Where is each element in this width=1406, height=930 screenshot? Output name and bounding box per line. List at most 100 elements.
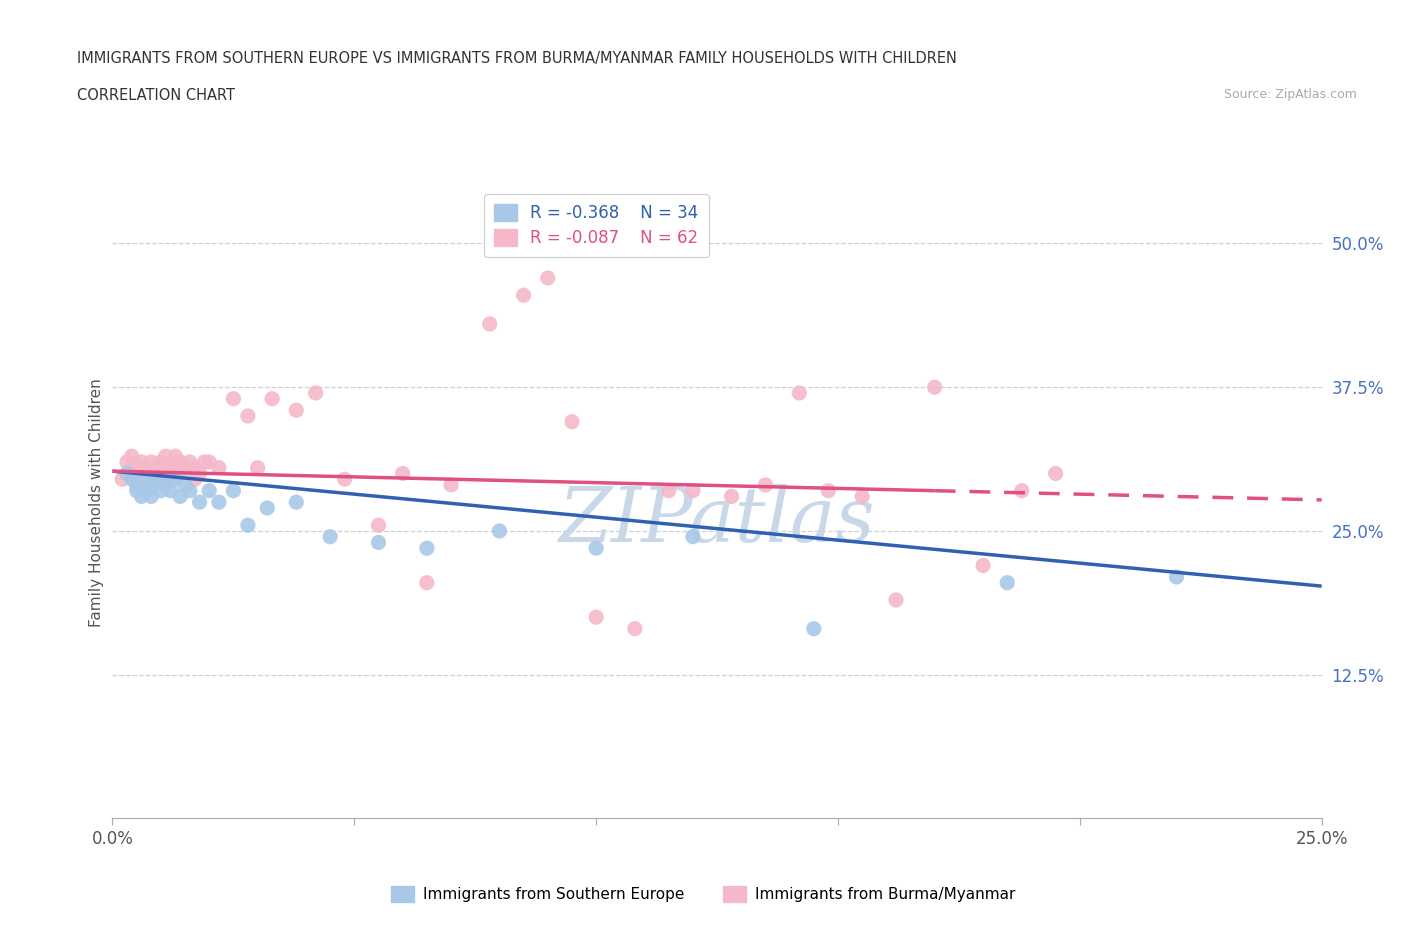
Point: [159, 472, 181, 486]
Point: [159, 460, 181, 475]
Point: [131, 489, 153, 504]
Point: [115, 466, 138, 481]
Point: [682, 529, 704, 544]
Point: [145, 472, 167, 486]
Point: [121, 472, 143, 486]
Point: [198, 455, 221, 470]
Point: [1011, 484, 1033, 498]
Point: [141, 477, 163, 492]
Point: [416, 576, 439, 591]
Point: [183, 460, 205, 475]
Point: [198, 484, 221, 498]
Point: [155, 466, 177, 481]
Point: [155, 477, 177, 492]
Point: [125, 472, 148, 486]
Point: [682, 484, 704, 498]
Point: [125, 484, 148, 498]
Point: [174, 477, 197, 492]
Point: [304, 386, 326, 401]
Point: [787, 386, 810, 401]
Point: [256, 500, 278, 515]
Point: [754, 477, 776, 492]
Point: [125, 460, 148, 475]
Point: [135, 472, 157, 486]
Point: [111, 472, 134, 486]
Point: [512, 287, 534, 302]
Point: [193, 455, 215, 470]
Point: [188, 466, 211, 481]
Point: [165, 460, 187, 475]
Point: [149, 455, 172, 470]
Point: [145, 472, 167, 486]
Point: [972, 558, 994, 573]
Point: [121, 449, 143, 464]
Point: [333, 472, 356, 486]
Point: [416, 540, 439, 555]
Point: [236, 408, 259, 423]
Point: [115, 466, 138, 481]
Point: [188, 495, 211, 510]
Point: [236, 518, 259, 533]
Point: [165, 449, 187, 464]
Point: [208, 460, 231, 475]
Point: [478, 316, 501, 331]
Point: [624, 621, 647, 636]
Point: [246, 460, 269, 475]
Point: [165, 472, 187, 486]
Point: [183, 472, 205, 486]
Point: [285, 495, 308, 510]
Point: [803, 621, 825, 636]
Point: [141, 466, 163, 481]
Point: [995, 576, 1018, 591]
Point: [367, 535, 389, 550]
Point: [222, 484, 245, 498]
Point: [121, 460, 143, 475]
Point: [924, 379, 946, 394]
Legend: R = -0.368    N = 34, R = -0.087    N = 62: R = -0.368 N = 34, R = -0.087 N = 62: [484, 194, 709, 258]
Point: [285, 403, 308, 418]
Point: [1045, 466, 1067, 481]
Point: [262, 392, 284, 406]
Point: [440, 477, 463, 492]
Text: ZIPatlas: ZIPatlas: [558, 485, 876, 558]
Point: [658, 484, 681, 498]
Point: [585, 610, 607, 625]
Point: [149, 472, 172, 486]
Point: [222, 392, 245, 406]
Point: [720, 489, 742, 504]
Point: [208, 495, 231, 510]
Point: [149, 484, 172, 498]
Point: [585, 540, 607, 555]
Point: [155, 449, 177, 464]
Point: [135, 460, 157, 475]
Point: [391, 466, 413, 481]
Point: [561, 414, 583, 429]
Point: [1166, 569, 1188, 584]
Point: [179, 484, 201, 498]
Point: [135, 484, 157, 498]
Point: [537, 271, 560, 286]
Point: [884, 592, 907, 607]
Point: [141, 489, 163, 504]
Point: [169, 455, 191, 470]
Point: [174, 460, 197, 475]
Point: [141, 455, 163, 470]
Point: [131, 472, 153, 486]
Point: [149, 460, 172, 475]
Point: [145, 460, 167, 475]
Text: Source: ZipAtlas.com: Source: ZipAtlas.com: [1223, 88, 1357, 101]
Point: [159, 484, 181, 498]
Text: IMMIGRANTS FROM SOUTHERN EUROPE VS IMMIGRANTS FROM BURMA/MYANMAR FAMILY HOUSEHOL: IMMIGRANTS FROM SOUTHERN EUROPE VS IMMIG…: [77, 51, 957, 66]
Point: [367, 518, 389, 533]
Point: [817, 484, 839, 498]
Point: [488, 524, 510, 538]
Point: [169, 466, 191, 481]
Point: [179, 455, 201, 470]
Point: [131, 466, 153, 481]
Point: [131, 455, 153, 470]
Point: [319, 529, 342, 544]
Legend: Immigrants from Southern Europe, Immigrants from Burma/Myanmar: Immigrants from Southern Europe, Immigra…: [385, 880, 1021, 909]
Point: [115, 455, 138, 470]
Point: [169, 489, 191, 504]
Text: CORRELATION CHART: CORRELATION CHART: [77, 88, 235, 103]
